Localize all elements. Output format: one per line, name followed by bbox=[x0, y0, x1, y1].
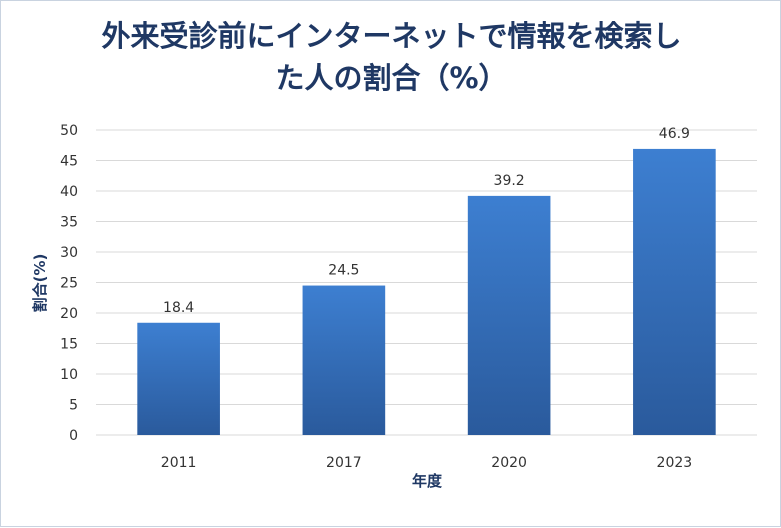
y-tick-label: 5 bbox=[69, 398, 78, 414]
data-labels: 18.4 24.5 39.2 46.9 bbox=[163, 126, 690, 316]
x-tick-label: 2011 bbox=[161, 455, 197, 471]
chart-title: 外来受診前にインターネットで情報を検索し た人の割合（%） bbox=[1, 15, 781, 99]
chart-title-line-1: 外来受診前にインターネットで情報を検索し bbox=[101, 19, 682, 53]
x-tick-label: 2023 bbox=[657, 455, 693, 471]
bars bbox=[137, 148, 716, 435]
bar-2020 bbox=[467, 195, 551, 435]
bar-2023 bbox=[633, 148, 716, 435]
x-axis-ticks: 2011 2017 2020 2023 bbox=[161, 455, 692, 471]
bar-2017 bbox=[302, 285, 386, 435]
y-tick-label: 40 bbox=[60, 184, 78, 200]
y-tick-label: 20 bbox=[60, 306, 78, 322]
y-axis-ticks: 0 5 10 15 20 25 30 35 40 45 50 bbox=[60, 123, 78, 444]
y-axis-title: 割合(%) bbox=[31, 254, 49, 313]
y-tick-label: 45 bbox=[60, 154, 78, 170]
x-tick-label: 2020 bbox=[491, 455, 527, 471]
x-tick-label: 2017 bbox=[326, 455, 362, 471]
y-tick-label: 35 bbox=[60, 215, 78, 231]
y-tick-label: 15 bbox=[60, 337, 78, 353]
bar-2011 bbox=[137, 322, 220, 435]
y-tick-label: 50 bbox=[60, 123, 78, 139]
data-label-2011: 18.4 bbox=[163, 300, 194, 316]
data-label-2017: 24.5 bbox=[328, 263, 359, 279]
y-tick-label: 25 bbox=[60, 276, 78, 292]
y-tick-label: 30 bbox=[60, 245, 78, 261]
data-label-2020: 39.2 bbox=[494, 173, 525, 189]
y-tick-label: 10 bbox=[60, 367, 78, 383]
x-axis-title: 年度 bbox=[412, 472, 443, 490]
y-tick-label: 0 bbox=[69, 428, 78, 444]
data-label-2023: 46.9 bbox=[659, 126, 690, 142]
chart-title-line-2: た人の割合（%） bbox=[275, 61, 508, 95]
